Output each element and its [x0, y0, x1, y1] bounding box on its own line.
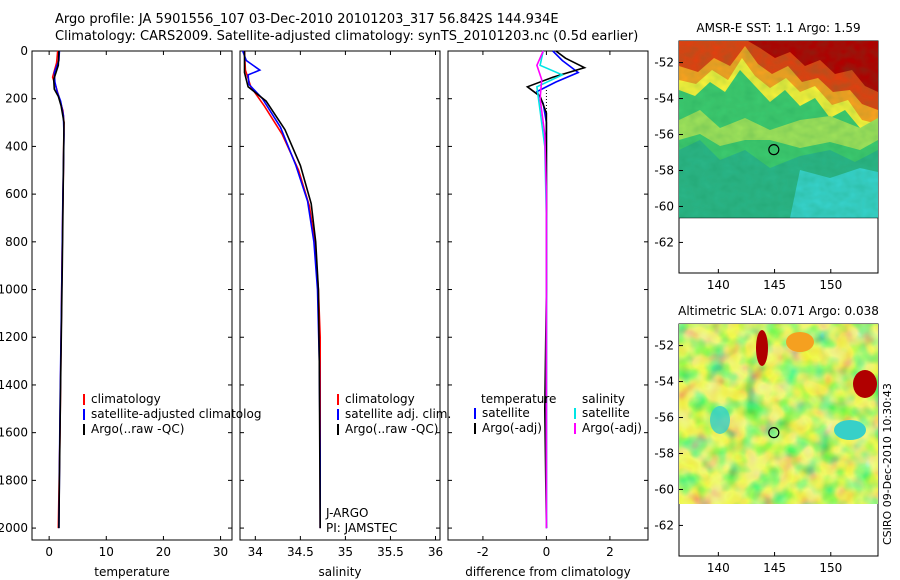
difference-legend-salinity-title: salinity: [582, 392, 625, 406]
difference-xtick-label: 2: [606, 545, 614, 559]
temperature-xtick-label: 10: [99, 545, 114, 559]
temperature-xlabel: temperature: [94, 565, 169, 579]
salinity-annotation: J-ARGO: [325, 506, 368, 520]
salinity-legend-item: climatology: [345, 392, 415, 406]
salinity-series-argo-raw-qc-: [243, 51, 322, 529]
sla_map-ytick-label: -56: [654, 411, 674, 425]
sst_map-ytick-label: -60: [654, 199, 674, 213]
difference-series-temperature-argo-adj-: [525, 50, 587, 529]
sst_map-xtick-label: 140: [707, 278, 730, 292]
difference-legend-temperature-title: temperature: [481, 392, 556, 406]
depth-tick-label: 400: [5, 139, 28, 153]
difference-legend-temp-item: satellite: [482, 406, 530, 420]
sla_map-ytick-label: -60: [654, 482, 674, 496]
salinity-panel-frame: [239, 50, 441, 541]
depth-tick-label: 1400: [0, 378, 28, 392]
difference-legend-temp-item: Argo(-adj): [482, 421, 542, 435]
difference-legend-sal-item: Argo(-adj): [582, 421, 642, 435]
sst_map-ytick-label: -56: [654, 128, 674, 142]
salinity-legend-item: Argo(..raw -QC): [345, 422, 438, 436]
difference-xtick-label: 0: [543, 545, 551, 559]
sla_map-ytick-label: -58: [654, 446, 674, 460]
timestamp-stamp: CSIRO 09-Dec-2010 10:30:43: [881, 383, 894, 545]
sst_map-ytick-label: -62: [654, 235, 674, 249]
salinity-xlabel: salinity: [318, 565, 361, 579]
salinity-xtick-label: 35: [338, 545, 353, 559]
depth-tick-label: 2000: [0, 521, 28, 535]
difference-legend-sal-item: satellite: [582, 406, 630, 420]
difference-panel-frame: [447, 50, 649, 541]
depth-tick-label: 1600: [0, 426, 28, 440]
sla_map-ytick-label: -62: [654, 518, 674, 532]
depth-tick-label: 1800: [0, 473, 28, 487]
depth-tick-label: 1200: [0, 330, 28, 344]
temperature-panel-frame: [31, 50, 233, 541]
temperature-xtick-label: 0: [45, 545, 53, 559]
sla-map: [678, 323, 879, 557]
salinity-xtick-label: 36: [428, 545, 443, 559]
temperature-series-argo-raw-qc-: [52, 50, 65, 529]
sst_map-ytick-label: -58: [654, 163, 674, 177]
salinity-annotation: PI: JAMSTEC: [326, 521, 397, 535]
sla_map-ytick-label: -52: [654, 339, 674, 353]
temperature-xtick-label: 30: [213, 545, 228, 559]
temperature-legend-item: satellite-adjusted climatolog: [91, 407, 261, 421]
depth-tick-label: 200: [5, 92, 28, 106]
difference-xlabel: difference from climatology: [465, 565, 631, 579]
salinity-legend-item: satellite adj. clim.: [345, 407, 451, 421]
depth-tick-label: 600: [5, 187, 28, 201]
depth-tick-label: 800: [5, 235, 28, 249]
sst_map-axes: AMSR-E SST: 1.1 Argo: 1.59 140 145 150 -52 -5…: [654, 21, 860, 292]
figure-title-line-2: Climatology: CARS2009. Satellite-adjuste…: [55, 29, 639, 44]
sla_map-argo-marker: [768, 427, 780, 439]
salinity-xtick-label: 35.5: [377, 545, 404, 559]
temperature-legend-item: climatology: [91, 392, 161, 406]
difference-xtick-label: -2: [477, 545, 489, 559]
sst-map: [678, 40, 879, 274]
sla_map-xtick-label: 140: [707, 561, 730, 575]
sst_map-ytick-label: -54: [654, 92, 674, 106]
depth-tick-label: 1000: [0, 283, 28, 297]
sst_map-title: AMSR-E SST: 1.1 Argo: 1.59: [696, 21, 860, 35]
difference-series-salinity-argo-adj-: [536, 50, 548, 529]
salinity-xtick-label: 34.5: [287, 545, 314, 559]
depth-tick-label: 0: [20, 44, 28, 58]
temperature-legend-item: Argo(..raw -QC): [91, 422, 184, 436]
figure-title-line-1: Argo profile: JA 5901556_107 03-Dec-2010…: [55, 12, 559, 27]
sla_map-title: Altimetric SLA: 0.071 Argo: 0.038: [678, 304, 879, 318]
sst_map-argo-marker: [768, 144, 780, 156]
temperature-xtick-label: 20: [156, 545, 171, 559]
sla_map-xtick-label: 145: [763, 561, 786, 575]
sst_map-ytick-label: -52: [654, 56, 674, 70]
sla_map-axes: Altimetric SLA: 0.071 Argo: 0.038 140 145 1…: [654, 304, 878, 575]
sla_map-xtick-label: 150: [819, 561, 842, 575]
sst_map-xtick-label: 150: [819, 278, 842, 292]
sst_map-xtick-label: 145: [763, 278, 786, 292]
sla_map-ytick-label: -54: [654, 375, 674, 389]
salinity-xtick-label: 34: [248, 545, 263, 559]
